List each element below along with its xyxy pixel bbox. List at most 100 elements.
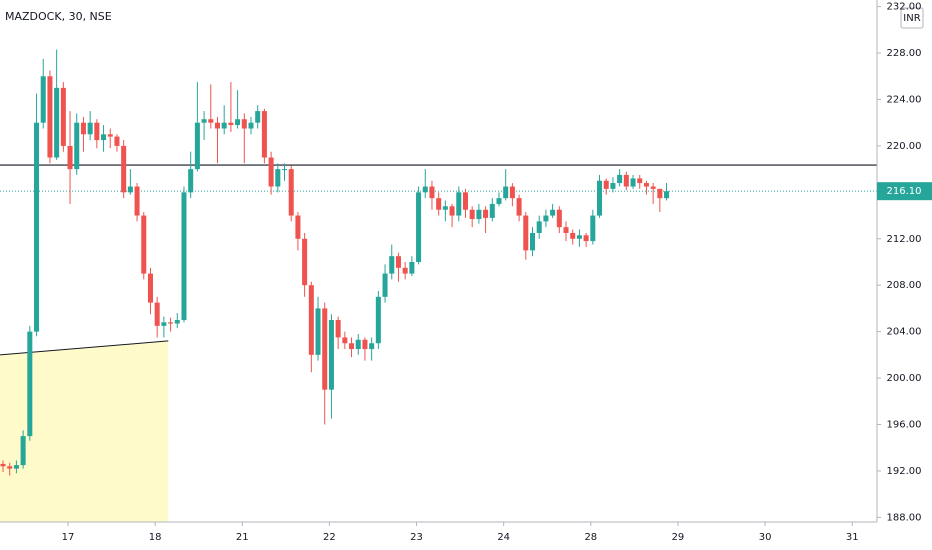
candle-body [590, 215, 596, 242]
y-tick-label: 196.00 [887, 419, 922, 430]
candle-body [94, 122, 100, 141]
candle-body [54, 87, 60, 158]
x-tick-label: 30 [759, 532, 772, 543]
currency-label[interactable]: INR [903, 13, 920, 24]
x-tick-label: 21 [236, 532, 249, 543]
candle-body [268, 157, 274, 187]
candle-body [241, 119, 247, 129]
candle-body [617, 174, 623, 184]
candle-body [121, 145, 127, 193]
candle-body [349, 343, 355, 350]
candle-body [657, 188, 663, 199]
x-tick-label: 18 [149, 532, 162, 543]
candle-body [462, 192, 468, 210]
trend-zone [0, 340, 169, 522]
y-tick-label: 204.00 [887, 327, 922, 338]
candle-body [87, 122, 93, 135]
x-tick-label: 24 [497, 532, 510, 543]
candle-body [34, 122, 40, 332]
candle-body [623, 174, 629, 187]
candle-body [576, 235, 582, 239]
candle-body [496, 198, 502, 204]
candle-body [603, 180, 609, 189]
candle-body [429, 186, 435, 199]
candle-body [395, 256, 401, 268]
candle-body [208, 119, 214, 123]
candle-body [476, 209, 482, 220]
candle-body [13, 465, 19, 469]
candle-body [449, 206, 455, 216]
candle-body [583, 235, 589, 242]
candle-body [235, 119, 241, 126]
candle-body [221, 122, 227, 129]
candle-body [570, 232, 576, 239]
candle-body [442, 206, 448, 210]
candle-body [523, 215, 529, 251]
candle-body [436, 198, 442, 210]
last-price-label: 216.10 [887, 186, 922, 197]
candle-body [282, 169, 288, 171]
candle-body [416, 192, 422, 262]
candle-body [630, 178, 636, 187]
candle-body [536, 221, 542, 233]
candle-body [516, 198, 522, 216]
x-tick-label: 22 [323, 532, 336, 543]
x-tick-label: 23 [410, 532, 423, 543]
candle-body [248, 122, 254, 129]
candle-body [375, 296, 381, 344]
x-tick-label: 17 [62, 532, 75, 543]
candle-body [563, 227, 569, 233]
candle-body [188, 169, 194, 193]
candle-body [27, 331, 33, 437]
candle-body [60, 87, 66, 146]
y-tick-label: 224.00 [887, 94, 922, 105]
y-tick-label: 212.00 [887, 234, 922, 245]
candle-body [127, 186, 133, 193]
candle-body [161, 322, 167, 326]
candle-body [194, 122, 200, 170]
x-tick-label: 31 [846, 532, 859, 543]
candle-body [335, 320, 341, 338]
candle-body [107, 134, 113, 137]
currency-box[interactable] [900, 7, 924, 29]
y-tick-label: 188.00 [887, 512, 922, 523]
y-tick-label: 192.00 [887, 466, 922, 477]
candle-body [101, 134, 107, 141]
candle-body [322, 308, 328, 390]
candle-body [295, 215, 301, 239]
candle-body [315, 308, 321, 355]
chart-title: MAZDOCK, 30, NSE [5, 10, 112, 23]
last-price-box [877, 182, 932, 201]
y-tick-label: 200.00 [887, 373, 922, 384]
candle-body [328, 320, 334, 390]
candle-body [275, 169, 281, 187]
candle-body [201, 119, 207, 123]
candle-body [664, 191, 670, 199]
y-tick-label: 232.00 [887, 2, 922, 13]
candle-body [650, 186, 656, 189]
y-tick-label: 208.00 [887, 280, 922, 291]
candle-body [369, 343, 375, 350]
candle-body [67, 145, 73, 170]
candle-body [7, 466, 13, 469]
y-tick-label: 228.00 [887, 48, 922, 59]
candle-body [74, 122, 80, 170]
candle-body [456, 192, 462, 216]
candle-body [355, 339, 361, 350]
y-tick-label: 220.00 [887, 141, 922, 152]
candle-body [509, 186, 515, 199]
candle-body [469, 209, 475, 220]
candle-body [255, 111, 261, 123]
candle-body [362, 339, 368, 350]
x-tick-label: 28 [584, 532, 597, 543]
candle-body [529, 232, 536, 251]
candle-body [40, 76, 46, 123]
plot-area [0, 49, 877, 522]
candle-body [543, 215, 549, 222]
candle-body [168, 322, 174, 324]
candle-body [20, 436, 26, 466]
candle-body [134, 186, 140, 216]
candle-body [47, 76, 53, 158]
candle-body [141, 215, 147, 274]
